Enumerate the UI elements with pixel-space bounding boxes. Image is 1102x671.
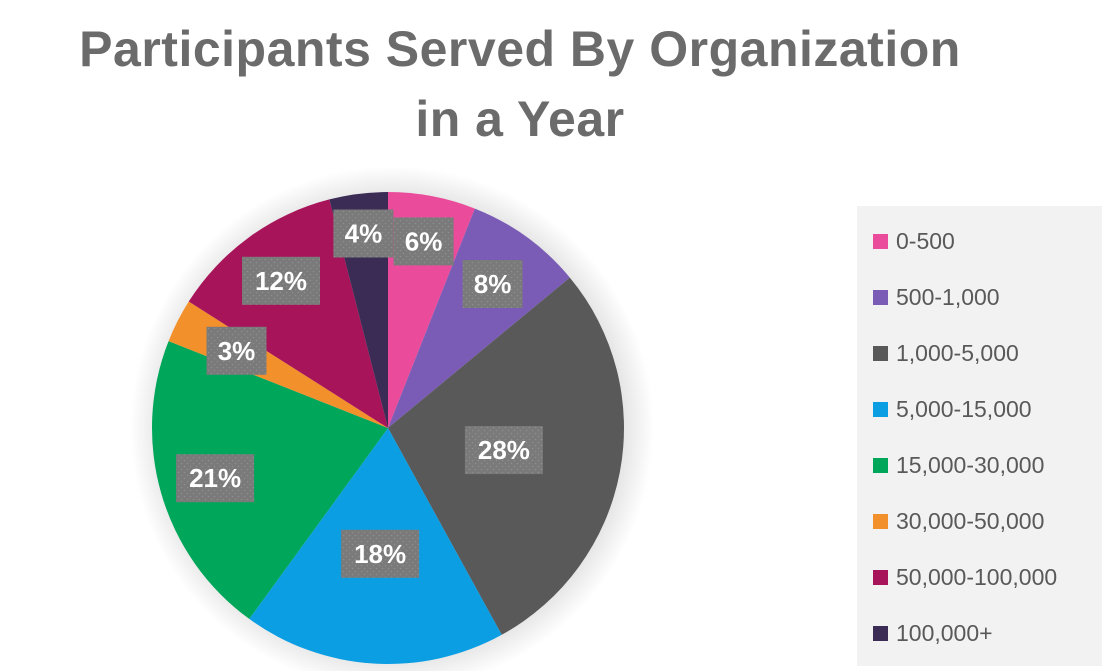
- legend-item-50-000-100-000: 50,000-100,000: [873, 562, 1057, 592]
- legend-swatch: [873, 513, 888, 529]
- data-label-text: 3%: [218, 336, 256, 366]
- pie-slice-500-1-000: [388, 208, 570, 428]
- legend-label: 100,000+: [896, 619, 993, 646]
- legend-swatch: [873, 457, 888, 473]
- legend-item-1-000-5-000: 1,000-5,000: [873, 338, 1019, 368]
- data-label-1-000-5-000: 28%: [464, 426, 543, 475]
- legend-swatch: [873, 625, 888, 641]
- chart-title: Participants Served By Organization in a…: [0, 14, 1040, 154]
- legend-label: 500-1,000: [896, 283, 1000, 310]
- legend-label: 5,000-15,000: [896, 395, 1032, 422]
- data-label-15-000-30-000: 21%: [176, 454, 255, 503]
- data-label-30-000-50-000: 3%: [206, 326, 267, 375]
- data-label-box: [206, 326, 267, 375]
- legend-label: 1,000-5,000: [896, 339, 1019, 366]
- data-label-text: 12%: [255, 266, 307, 296]
- legend-item-100-000plus: 100,000+: [873, 618, 993, 648]
- data-label-50-000-100-000: 12%: [242, 256, 320, 305]
- chart-title-line-2: in a Year: [415, 91, 625, 147]
- legend-item-30-000-50-000: 30,000-50,000: [873, 506, 1044, 536]
- legend-item-15-000-30-000: 15,000-30,000: [873, 450, 1044, 480]
- data-label-box: [462, 260, 523, 308]
- data-label-box: [341, 529, 420, 578]
- legend-swatch: [873, 401, 888, 417]
- data-label-500-1-000: 8%: [462, 260, 523, 308]
- legend-label: 0-500: [896, 227, 955, 254]
- data-label-box: [464, 426, 543, 475]
- data-label-text: 28%: [478, 435, 530, 465]
- legend-label: 30,000-50,000: [896, 507, 1045, 534]
- legend-item-500-1-000: 500-1,000: [873, 282, 1000, 312]
- legend-item-0-500: 0-500: [873, 226, 955, 256]
- data-label-box: [333, 209, 394, 258]
- legend: 0-500 500-1,000 1,000-5,000 5,000-15,000 15,…: [857, 206, 1102, 666]
- legend-item-5-000-15-000: 5,000-15,000: [873, 394, 1032, 424]
- legend-label: 15,000-30,000: [896, 451, 1045, 478]
- legend-label: 50,000-100,000: [896, 563, 1058, 590]
- legend-swatch: [873, 569, 888, 585]
- legend-swatch: [873, 233, 888, 249]
- data-label-text: 21%: [189, 463, 241, 493]
- data-label-box: [242, 256, 320, 305]
- legend-swatch: [873, 345, 888, 361]
- data-label-text: 4%: [345, 219, 383, 249]
- data-label-text: 6%: [405, 226, 443, 256]
- chart-title-line-1: Participants Served By Organization: [79, 21, 961, 77]
- data-label-box: [176, 454, 255, 503]
- data-label-text: 8%: [474, 269, 512, 299]
- data-label-100-000plus: 4%: [333, 209, 394, 258]
- data-label-text: 18%: [354, 539, 406, 569]
- data-label-box: [393, 217, 454, 266]
- data-label-0-500: 6%: [393, 217, 454, 266]
- legend-swatch: [873, 289, 888, 305]
- data-label-5-000-15-000: 18%: [341, 529, 420, 578]
- pie-slice-15-000-30-000: [151, 341, 388, 619]
